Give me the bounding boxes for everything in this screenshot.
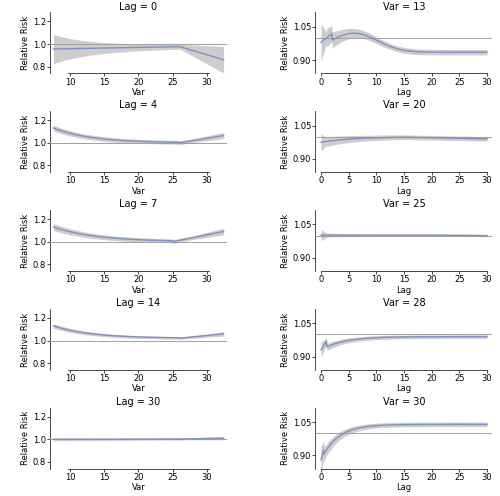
X-axis label: Var: Var bbox=[132, 187, 145, 196]
X-axis label: Lag: Lag bbox=[396, 483, 411, 492]
Title: Var = 20: Var = 20 bbox=[382, 101, 426, 111]
X-axis label: Var: Var bbox=[132, 384, 145, 393]
X-axis label: Var: Var bbox=[132, 286, 145, 295]
Title: Var = 30: Var = 30 bbox=[382, 397, 425, 407]
X-axis label: Lag: Lag bbox=[396, 286, 411, 295]
Y-axis label: Relative Risk: Relative Risk bbox=[281, 115, 290, 169]
Title: Lag = 7: Lag = 7 bbox=[120, 199, 158, 209]
Title: Lag = 30: Lag = 30 bbox=[116, 397, 160, 407]
X-axis label: Lag: Lag bbox=[396, 187, 411, 196]
Y-axis label: Relative Risk: Relative Risk bbox=[21, 411, 30, 465]
Title: Var = 25: Var = 25 bbox=[382, 199, 426, 209]
Title: Var = 13: Var = 13 bbox=[382, 1, 425, 11]
Y-axis label: Relative Risk: Relative Risk bbox=[281, 16, 290, 70]
X-axis label: Lag: Lag bbox=[396, 88, 411, 97]
Title: Lag = 14: Lag = 14 bbox=[116, 298, 160, 308]
X-axis label: Var: Var bbox=[132, 483, 145, 492]
Y-axis label: Relative Risk: Relative Risk bbox=[21, 115, 30, 169]
Title: Lag = 4: Lag = 4 bbox=[120, 101, 158, 111]
X-axis label: Lag: Lag bbox=[396, 384, 411, 393]
Title: Lag = 0: Lag = 0 bbox=[120, 1, 158, 11]
Title: Var = 28: Var = 28 bbox=[382, 298, 426, 308]
Y-axis label: Relative Risk: Relative Risk bbox=[21, 16, 30, 70]
Y-axis label: Relative Risk: Relative Risk bbox=[21, 213, 30, 268]
Y-axis label: Relative Risk: Relative Risk bbox=[281, 411, 290, 465]
X-axis label: Var: Var bbox=[132, 88, 145, 97]
Y-axis label: Relative Risk: Relative Risk bbox=[21, 312, 30, 367]
Y-axis label: Relative Risk: Relative Risk bbox=[281, 213, 290, 268]
Y-axis label: Relative Risk: Relative Risk bbox=[281, 312, 290, 367]
